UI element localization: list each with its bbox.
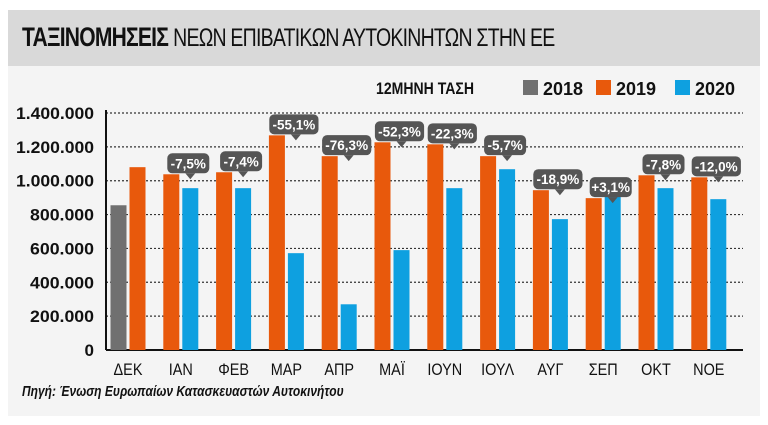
change-label: -22,3%: [431, 126, 474, 141]
change-bubble: [322, 135, 372, 156]
bar-2019: [691, 177, 708, 350]
legend-label: 2020: [695, 79, 735, 99]
x-tick-label: ΝΟΕ: [693, 361, 724, 379]
bar-2020: [340, 304, 357, 350]
source-note: Πηγή: Ένωση Ευρωπαίων Κατασκευαστών Αυτο…: [22, 383, 344, 400]
bar-2019: [585, 198, 602, 350]
bar-2019: [216, 172, 233, 350]
y-tick-label: 0: [85, 341, 94, 360]
bar-2019: [321, 156, 338, 350]
legend-swatch-2020: [675, 80, 690, 95]
x-tick-label: ΑΥΓ: [537, 361, 563, 379]
bubble-pointer: [185, 173, 196, 180]
bar-2020: [235, 188, 252, 350]
bubble-pointer: [660, 174, 671, 181]
change-bubble: [427, 123, 477, 144]
title-main: ΤΑΞΙΝΟΜΗΣΕΙΣ: [22, 22, 169, 52]
x-tick-label: ΔΕΚ: [114, 361, 143, 379]
bar-2019: [129, 167, 146, 350]
bubble-pointer: [502, 155, 513, 162]
y-tick-label: 1.200.000: [16, 138, 94, 157]
change-bubble: [374, 121, 425, 142]
bar-2020: [287, 253, 304, 350]
bar-2020: [446, 188, 463, 350]
change-bubble: [589, 177, 632, 198]
legend-label: 2018: [543, 79, 583, 99]
bubble-pointer: [449, 143, 460, 150]
change-bubble: [269, 114, 319, 135]
change-bubble: [220, 151, 263, 172]
bar-2019: [427, 144, 444, 350]
bar-2020: [393, 250, 410, 350]
change-label: -52,3%: [378, 124, 421, 139]
bar-2019: [374, 142, 391, 350]
change-bubble: [691, 156, 741, 177]
change-bubble: [533, 169, 583, 190]
change-label: +3,1%: [591, 180, 630, 195]
bar-2020: [499, 169, 516, 350]
change-label: -18,9%: [537, 172, 580, 187]
bar-2019: [532, 190, 549, 350]
y-tick-label: 1.400.000: [16, 104, 94, 123]
bar-2019: [163, 174, 180, 350]
bar-2019: [268, 135, 285, 350]
legend-label: 2019: [616, 79, 656, 99]
change-label: -5,7%: [487, 138, 522, 153]
bubble-pointer: [396, 141, 407, 148]
y-tick-label: 800.000: [30, 206, 94, 225]
x-tick-label: ΟΚΤ: [641, 361, 671, 379]
change-label: -76,3%: [325, 138, 368, 153]
y-tick-label: 200.000: [30, 307, 94, 326]
x-tick-label: ΙΑΝ: [169, 361, 193, 379]
bubble-pointer: [238, 171, 249, 178]
bar-2019: [638, 175, 655, 350]
change-label: -55,1%: [273, 117, 316, 132]
change-label: -12,0%: [695, 159, 738, 174]
bar-2020: [551, 219, 568, 350]
x-tick-label: ΣΕΠ: [589, 361, 618, 379]
change-label: -7,8%: [646, 157, 681, 172]
title-bar: [8, 10, 760, 66]
x-tick-label: ΦΕΒ: [218, 361, 249, 379]
y-tick-label: 1.000.000: [16, 172, 94, 191]
x-tick-label: ΙΟΥΛ: [481, 361, 514, 379]
bubble-pointer: [554, 189, 565, 196]
bubble-pointer: [343, 155, 354, 162]
x-tick-label: ΑΠΡ: [324, 361, 354, 379]
change-bubble: [167, 153, 210, 174]
bar-2020: [182, 188, 199, 350]
bubble-pointer: [607, 197, 618, 204]
change-bubble: [484, 135, 527, 156]
legend-title: 12ΜΗΝΗ ΤΑΣΗ: [376, 79, 474, 98]
bar-2018: [110, 205, 127, 350]
bubble-pointer: [713, 176, 724, 183]
change-label: -7,4%: [223, 154, 258, 169]
bar-2019: [480, 156, 497, 350]
y-tick-label: 600.000: [30, 239, 94, 258]
y-tick-label: 400.000: [30, 273, 94, 292]
legend-swatch-2019: [596, 80, 611, 95]
title-subtitle: ΝΕΩΝ ΕΠΙΒΑΤΙΚΩΝ ΑΥΤΟΚΙΝΗΤΩΝ ΣΤΗΝ ΕΕ: [173, 24, 555, 52]
change-label: -7,5%: [171, 156, 206, 171]
bubble-pointer: [290, 134, 301, 141]
x-tick-label: ΜΑΡ: [271, 361, 302, 379]
change-bubble: [642, 154, 685, 175]
bar-2020: [604, 192, 621, 350]
x-tick-label: ΙΟΥΝ: [427, 361, 462, 379]
chart-title: ΤΑΞΙΝΟΜΗΣΕΙΣ ΝΕΩΝ ΕΠΙΒΑΤΙΚΩΝ ΑΥΤΟΚΙΝΗΤΩΝ…: [22, 22, 555, 53]
bar-2020: [710, 199, 727, 350]
x-tick-label: ΜΑΪ: [379, 360, 405, 379]
legend-swatch-2018: [523, 80, 538, 95]
bar-2020: [657, 188, 674, 350]
